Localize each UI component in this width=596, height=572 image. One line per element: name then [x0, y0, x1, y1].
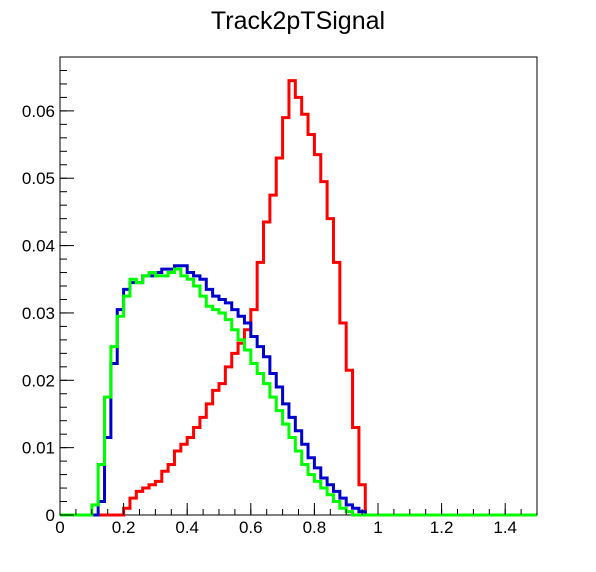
- x-tick-label: 0.6: [239, 518, 263, 537]
- chart-title: Track2pTSignal: [211, 7, 385, 35]
- x-tick-label: 1.4: [493, 518, 517, 537]
- plot-frame: [59, 56, 538, 516]
- series-layer: [60, 79, 537, 517]
- x-tick-label: 1.2: [430, 518, 454, 537]
- x-tick-label: 0.2: [112, 518, 136, 537]
- y-tick-label: 0.06: [22, 102, 55, 121]
- y-tick-label: 0.03: [22, 304, 55, 323]
- y-tick-label: 0.02: [22, 371, 55, 390]
- series-line-2: [60, 264, 537, 517]
- y-axis: 0 0.01 0.02 0.03 0.04 0.05 0.06: [22, 56, 74, 525]
- y-tick-label: 0.01: [22, 439, 55, 458]
- series-line-3: [60, 267, 537, 517]
- y-tick-label: 0.04: [22, 237, 55, 256]
- x-tick-label: 1: [373, 518, 382, 537]
- plot-area: 0 0.2 0.4 0.6 0.8 1 1.2 1.4 0 0.01 0.02 0.03 0.04 0.…: [22, 56, 538, 537]
- x-tick-label: 0.4: [175, 518, 199, 537]
- x-tick-label: 0.8: [303, 518, 327, 537]
- x-tick-label: 0: [55, 518, 64, 537]
- y-tick-label: 0.05: [22, 169, 55, 188]
- x-axis: 0 0.2 0.4 0.6 0.8 1 1.2 1.4: [55, 503, 538, 537]
- y-tick-label: 0: [46, 506, 55, 525]
